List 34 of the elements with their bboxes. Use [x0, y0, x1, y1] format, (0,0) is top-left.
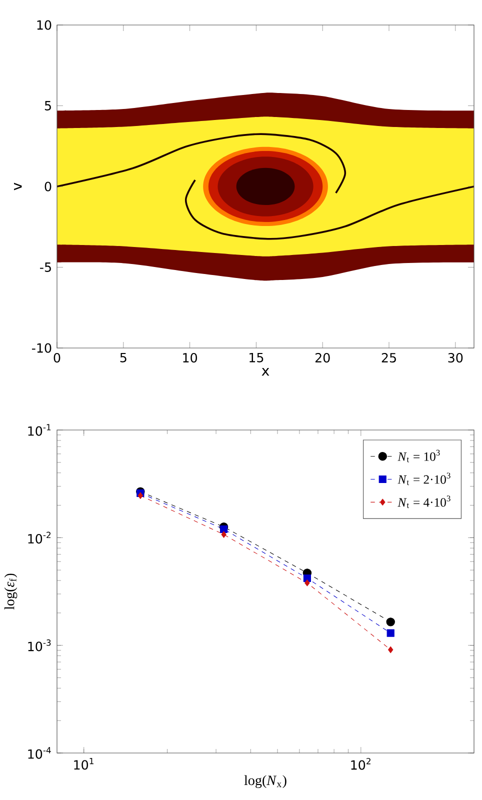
legend-label: N$_{t}$ = 4·10$^{3}$ — [398, 496, 450, 508]
line-series — [57, 133, 346, 194]
y-tick-label: 10$^{-2}$ — [28, 532, 50, 544]
point — [220, 525, 228, 533]
x-tick-label: 20 — [315, 352, 330, 363]
x-axis-title: log(N$_{x}$) — [244, 775, 286, 788]
x-tick-label: 5 — [120, 352, 126, 362]
point — [386, 629, 394, 637]
line-series — [184, 179, 474, 240]
point — [388, 646, 394, 654]
x-axis-title: x — [262, 368, 270, 376]
y-tick-label: -5 — [40, 262, 51, 272]
y-tick-label: 10$^{-3}$ — [28, 639, 51, 652]
y-tick-label: 10 — [37, 20, 52, 30]
x-tick-label: 25 — [382, 352, 396, 363]
y-tick-label: 5 — [44, 101, 51, 110]
x-tick-label: 0 — [54, 352, 60, 363]
x-tick-label: 30 — [448, 352, 463, 363]
y-axis-title: v — [14, 182, 22, 190]
y-axis-title: log(ε$_{f}$) — [4, 574, 18, 610]
x-tick-label: 10$^{2}$ — [351, 758, 370, 770]
y-tick-label: 10$^{-4}$ — [28, 747, 51, 759]
point — [138, 492, 143, 499]
y-tick-label: 10$^{-1}$ — [28, 424, 51, 436]
y-tick-label: -10 — [32, 343, 52, 353]
x-tick-label: 10 — [183, 352, 198, 363]
legend-label: N$_{t}$ = 10$^{3}$ — [398, 450, 440, 462]
point — [386, 618, 395, 626]
point — [304, 580, 310, 586]
legend-label: N$_{t}$ = 2·10$^{3}$ — [398, 472, 450, 486]
y-tick-label: 0 — [44, 182, 52, 192]
point — [221, 531, 226, 538]
x-tick-label: 10$^{1}$ — [74, 758, 94, 770]
x-tick-label: 15 — [250, 352, 264, 362]
